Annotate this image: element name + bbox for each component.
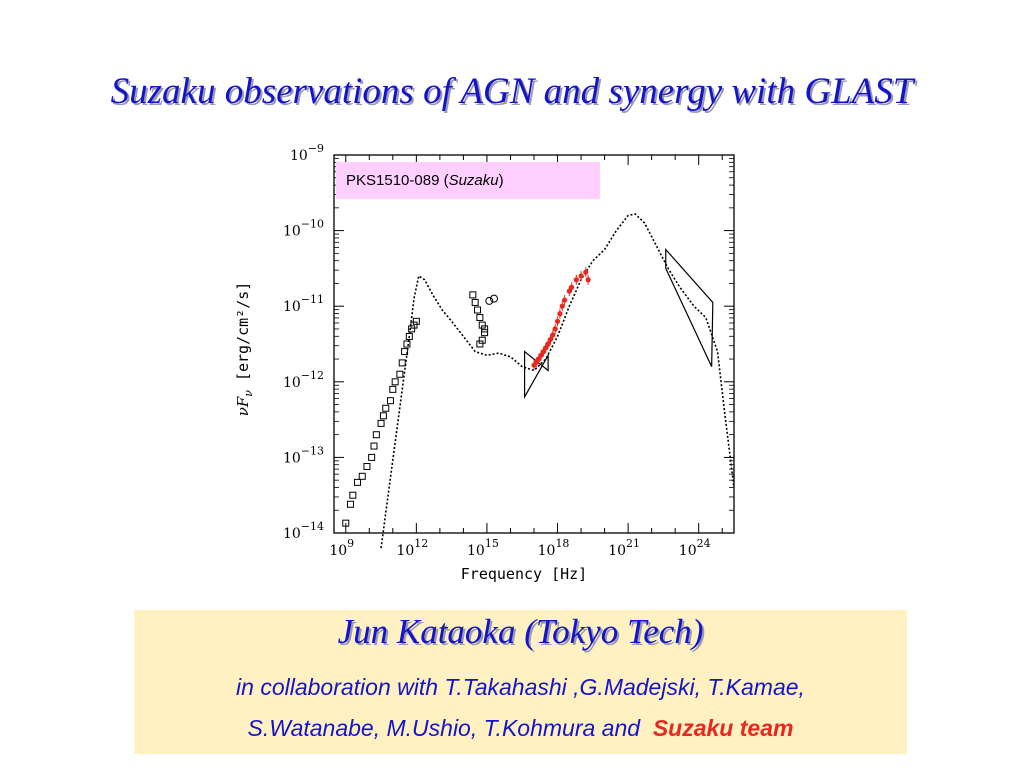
suzaku-data-point [566,288,572,294]
suzaku-data-point [550,332,556,338]
sed-chart: 10−9 10−10 10−11 10−12 10−13 10−14 109 1012 1015… [218,140,748,590]
x-tick-exponent: 12 [414,537,428,550]
data-point-square [403,340,411,348]
suzaku-data-point [585,277,591,283]
x-tick-label: 1021 [608,537,640,559]
y-tick-exponent: −12 [301,369,324,382]
collaboration-line-2: S.Watanabe, M.Ushio, T.Kohmura and Suzak… [134,715,907,742]
suzaku-data-point [561,297,568,303]
chart-legend: PKS1510-089 (Suzaku) [336,162,600,199]
y-axis-label: νFν [erg/cm²/s] [234,282,255,417]
credit-panel: Jun Kataoka (Tokyo Tech) in collaboratio… [134,610,907,754]
x-tick-label: 1018 [538,537,570,559]
data-point-square [412,317,420,325]
data-point-square [368,453,376,461]
data-point-square [363,462,371,470]
y-tick-exponent: −11 [301,293,324,306]
y-axis-unit: [erg/cm²/s] [234,282,252,390]
x-tick-exponent: 21 [626,537,640,550]
data-point-square [476,314,484,322]
data-point-square [476,340,484,348]
collaboration-line-1: in collaboration with T.Takahashi ,G.Mad… [236,674,805,700]
x-tick-exponent: 9 [347,537,354,550]
data-point-square [358,472,366,480]
gamma-ray-bowtie [665,247,714,367]
y-tick-exponent: −14 [301,520,324,533]
x-axis-label: Frequency [Hz] [461,565,587,583]
suzaku-data-point [569,284,575,290]
plot-frame [333,154,735,534]
y-tick-label: 10−13 [283,444,324,466]
x-tick-exponent: 15 [485,537,499,550]
data-point-square [346,500,354,508]
data-point-square [342,519,350,527]
data-point-square [386,397,394,405]
x-tick-exponent: 18 [555,537,569,550]
suzaku-data-point [538,352,544,358]
data-point-square [401,348,409,356]
x-tick-label: 1024 [679,537,711,559]
suzaku-data-point [578,273,584,279]
suzaku-data-point [573,277,579,283]
data-point-square [377,419,385,427]
model-curve [380,213,735,549]
data-point-square [396,370,404,378]
y-tick-label: 10−14 [283,520,324,542]
suzaku-data-point [547,336,554,343]
data-point-square [382,404,390,412]
suzaku-team-label: Suzaku team [652,715,794,741]
x-tick-exponent: 24 [697,537,711,550]
y-axis-symbol: νF [234,396,252,416]
data-point-square [372,431,380,439]
legend-suffix: ) [498,172,504,189]
y-tick-exponent: −10 [301,218,324,231]
data-point-square [469,291,477,299]
y-tick-label: 10−10 [283,218,324,240]
suzaku-data-point [554,318,561,324]
suzaku-data-point [557,311,563,317]
suzaku-data-point [583,269,589,275]
data-point-square [474,306,482,314]
slide-title: Suzaku observations of AGN and synergy w… [110,71,914,112]
data-point-square [408,325,416,333]
suzaku-data-point [552,326,558,332]
data-point-square [391,378,399,386]
suzaku-data-point [543,345,549,351]
data-point-square [405,332,413,340]
data-point-square [389,385,397,393]
data-point-square [471,298,479,306]
legend-prefix: PKS1510-089 ( [346,172,449,189]
data-point-square [349,491,357,499]
y-tick-label: 10−9 [290,142,324,164]
xray-bowtie [523,350,549,400]
y-tick-exponent: −9 [308,142,324,155]
y-tick-label: 10−12 [283,369,324,391]
data-point-circle [485,296,494,305]
data-point-square [481,325,489,333]
data-point-square [398,359,406,367]
data-point-square [379,412,387,420]
data-point-square [481,329,489,337]
data-point-circle [490,294,498,303]
x-tick-label: 1015 [467,537,499,559]
data-point-square [354,478,362,486]
data-point-square [478,336,486,344]
x-tick-label: 1012 [396,537,428,559]
x-tick-label: 109 [329,537,354,559]
data-point-square [410,321,418,329]
suzaku-data-point [540,348,547,355]
suzaku-data-point [545,341,551,347]
data-point-square [478,321,486,329]
suzaku-data-point [559,303,565,309]
data-point-square [370,442,378,450]
y-tick-exponent: −13 [301,444,324,457]
suzaku-data-point [536,356,542,362]
author-name: Jun Kataoka (Tokyo Tech) [337,612,704,651]
legend-italic: Suzaku [448,172,499,189]
y-tick-label: 10−11 [283,293,324,315]
y-axis-subscript: ν [242,390,255,397]
collaboration-names: S.Watanabe, M.Ushio, T.Kohmura and [247,715,641,741]
